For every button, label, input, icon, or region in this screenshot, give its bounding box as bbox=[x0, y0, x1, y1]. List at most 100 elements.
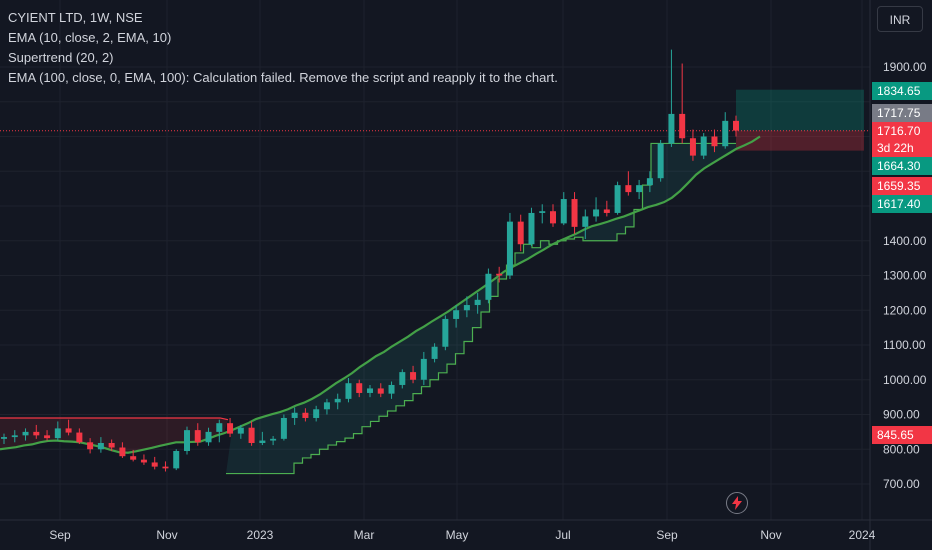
time-tick: May bbox=[446, 528, 469, 542]
candle bbox=[689, 138, 696, 156]
candle bbox=[582, 216, 589, 227]
candle bbox=[76, 432, 83, 443]
candle bbox=[22, 431, 29, 436]
candle bbox=[237, 427, 244, 434]
price-tick: 1200.00 bbox=[883, 303, 927, 317]
position-target-zone bbox=[736, 89, 864, 131]
time-axis[interactable]: Sep Nov 2023 Mar May Jul Sep Nov 2024 bbox=[49, 528, 875, 542]
price-label: 1717.75 bbox=[877, 106, 921, 120]
candle bbox=[463, 305, 470, 311]
price-label: 1617.40 bbox=[877, 197, 921, 211]
candle bbox=[345, 383, 352, 399]
ema10-line bbox=[0, 135, 761, 454]
candle bbox=[485, 273, 492, 300]
price-label: 1659.35 bbox=[877, 179, 921, 193]
time-tick: Sep bbox=[49, 528, 71, 542]
price-label: 1664.30 bbox=[877, 159, 921, 173]
price-axis[interactable]: 700.00 800.00 900.00 1000.00 1100.00 1200.00 1… bbox=[872, 60, 932, 491]
candle bbox=[291, 412, 298, 418]
legend-ema100[interactable]: EMA (100, close, 0, EMA, 100): Calculati… bbox=[8, 70, 558, 85]
candle bbox=[216, 423, 223, 432]
candle bbox=[496, 273, 503, 276]
legend-supertrend[interactable]: Supertrend (20, 2) bbox=[8, 50, 114, 65]
price-label-bg bbox=[872, 139, 932, 157]
candle bbox=[280, 417, 287, 439]
candle bbox=[733, 120, 739, 131]
candle bbox=[227, 423, 234, 434]
time-tick: 2024 bbox=[849, 528, 876, 542]
candle bbox=[65, 428, 72, 433]
candle bbox=[184, 430, 190, 451]
candle bbox=[248, 427, 255, 443]
position-box[interactable] bbox=[0, 89, 870, 151]
candle bbox=[722, 120, 729, 147]
price-tick: 1900.00 bbox=[883, 60, 927, 74]
time-tick: Jul bbox=[555, 528, 570, 542]
candle bbox=[657, 143, 664, 179]
time-tick: Mar bbox=[354, 528, 375, 542]
candle bbox=[194, 430, 201, 443]
candles bbox=[1, 49, 739, 472]
time-tick: 2023 bbox=[247, 528, 274, 542]
price-tick: 700.00 bbox=[883, 477, 920, 491]
candle bbox=[119, 447, 126, 457]
candle bbox=[259, 440, 266, 443]
price-label-bg bbox=[872, 82, 932, 100]
candle bbox=[711, 136, 718, 147]
price-label-bg bbox=[872, 157, 932, 175]
candle bbox=[33, 431, 40, 436]
candle bbox=[356, 383, 363, 393]
supertrend-fill bbox=[0, 143, 736, 474]
candle bbox=[151, 462, 158, 467]
candle bbox=[205, 431, 212, 443]
candle bbox=[453, 310, 460, 319]
candle bbox=[506, 221, 513, 276]
supertrend-down-line bbox=[0, 417, 229, 421]
candle bbox=[87, 442, 94, 450]
price-label: 845.65 bbox=[877, 428, 914, 442]
candle bbox=[388, 384, 395, 394]
supertrend-up-fill bbox=[226, 143, 736, 474]
price-tick: 1000.00 bbox=[883, 373, 927, 387]
supertrend-down-fill bbox=[0, 417, 228, 453]
candle bbox=[130, 456, 137, 460]
candle bbox=[323, 402, 330, 410]
supertrend-up-line bbox=[226, 142, 736, 475]
legend-ema10[interactable]: EMA (10, close, 2, EMA, 10) bbox=[8, 30, 172, 45]
price-label: 1834.65 bbox=[877, 84, 921, 98]
time-tick: Sep bbox=[656, 528, 678, 542]
chart-legend: CYIENT LTD, 1W, NSE EMA (10, close, 2, E… bbox=[8, 8, 558, 88]
candle bbox=[313, 409, 320, 418]
candle bbox=[603, 209, 610, 213]
candle bbox=[11, 435, 18, 438]
candle bbox=[334, 398, 341, 403]
candle bbox=[399, 372, 406, 385]
price-label-bg bbox=[872, 195, 932, 213]
price-label: 1716.70 bbox=[877, 124, 921, 138]
legend-symbol[interactable]: CYIENT LTD, 1W, NSE bbox=[8, 10, 143, 25]
candle bbox=[173, 450, 180, 469]
candle bbox=[108, 442, 115, 448]
price-label: 3d 22h bbox=[877, 141, 914, 155]
candle bbox=[377, 388, 384, 394]
candle bbox=[560, 199, 567, 224]
position-stop-zone bbox=[736, 130, 864, 151]
currency-button[interactable]: INR bbox=[877, 6, 923, 32]
candle bbox=[44, 435, 51, 439]
candle bbox=[442, 318, 449, 347]
candle bbox=[302, 412, 309, 418]
price-label-bg bbox=[872, 426, 932, 444]
time-tick: Nov bbox=[760, 528, 781, 542]
time-tick: Nov bbox=[156, 528, 177, 542]
candle bbox=[140, 459, 147, 463]
candle bbox=[54, 428, 61, 439]
candle bbox=[528, 212, 535, 245]
candle bbox=[550, 211, 556, 224]
price-label-bg bbox=[872, 104, 932, 122]
candle bbox=[668, 113, 675, 144]
candle bbox=[539, 211, 546, 213]
candle bbox=[625, 185, 632, 193]
lightning-bolt-icon[interactable] bbox=[726, 492, 748, 514]
candle bbox=[517, 221, 524, 245]
